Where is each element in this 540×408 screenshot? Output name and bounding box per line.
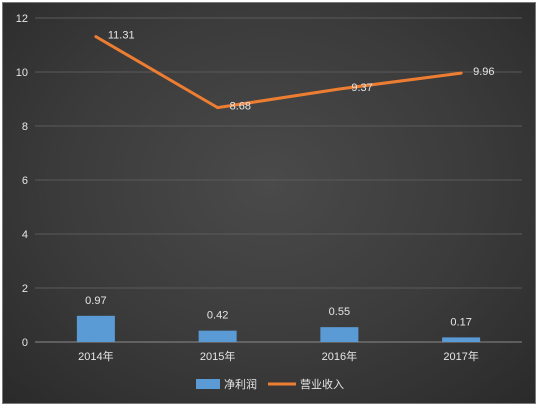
y-tick-label: 2 (22, 283, 28, 295)
line-data-label: 9.96 (473, 66, 494, 78)
bar-data-label: 0.42 (207, 310, 228, 322)
gridlines (35, 17, 522, 343)
x-tick-label: 2015年 (200, 349, 235, 363)
line-point (337, 87, 341, 91)
bar (76, 315, 115, 342)
bar (442, 337, 481, 342)
x-tick-label: 2017年 (443, 349, 478, 363)
bar-data-label: 0.55 (329, 306, 350, 318)
y-tick-label: 12 (16, 13, 28, 25)
legend-swatch-net-profit (196, 379, 220, 389)
line-point (94, 35, 98, 39)
line-point (459, 71, 463, 75)
line-series-revenue: 11.31 8.68 9.37 9.96 (94, 30, 495, 113)
y-tick-label: 6 (22, 175, 28, 187)
revenue-line (95, 35, 462, 110)
bar-series-net-profit: 0.97 0.42 0.55 0.17 (76, 295, 481, 342)
legend: 净利润 营业收入 (196, 377, 344, 391)
legend-label: 净利润 (224, 377, 257, 391)
line-data-label: 9.37 (351, 82, 372, 94)
bar (320, 327, 359, 342)
x-tick-label: 2016年 (322, 349, 357, 363)
bar-data-label: 0.97 (85, 295, 106, 307)
x-tick-label: 2014年 (78, 349, 113, 363)
bar (198, 330, 237, 342)
line-data-label: 8.68 (230, 101, 251, 113)
y-tick-label: 0 (22, 337, 28, 349)
y-tick-label: 10 (16, 67, 28, 79)
y-axis-ticks: 0 2 4 6 8 10 12 (16, 13, 28, 349)
legend-label: 营业收入 (300, 377, 344, 391)
bar-data-label: 0.17 (450, 316, 471, 328)
y-tick-label: 4 (22, 229, 28, 241)
line-data-label: 11.31 (108, 30, 135, 42)
x-axis-ticks: 2014年 2015年 2016年 2017年 (78, 349, 479, 363)
y-tick-label: 8 (22, 121, 28, 133)
line-point (216, 106, 220, 110)
